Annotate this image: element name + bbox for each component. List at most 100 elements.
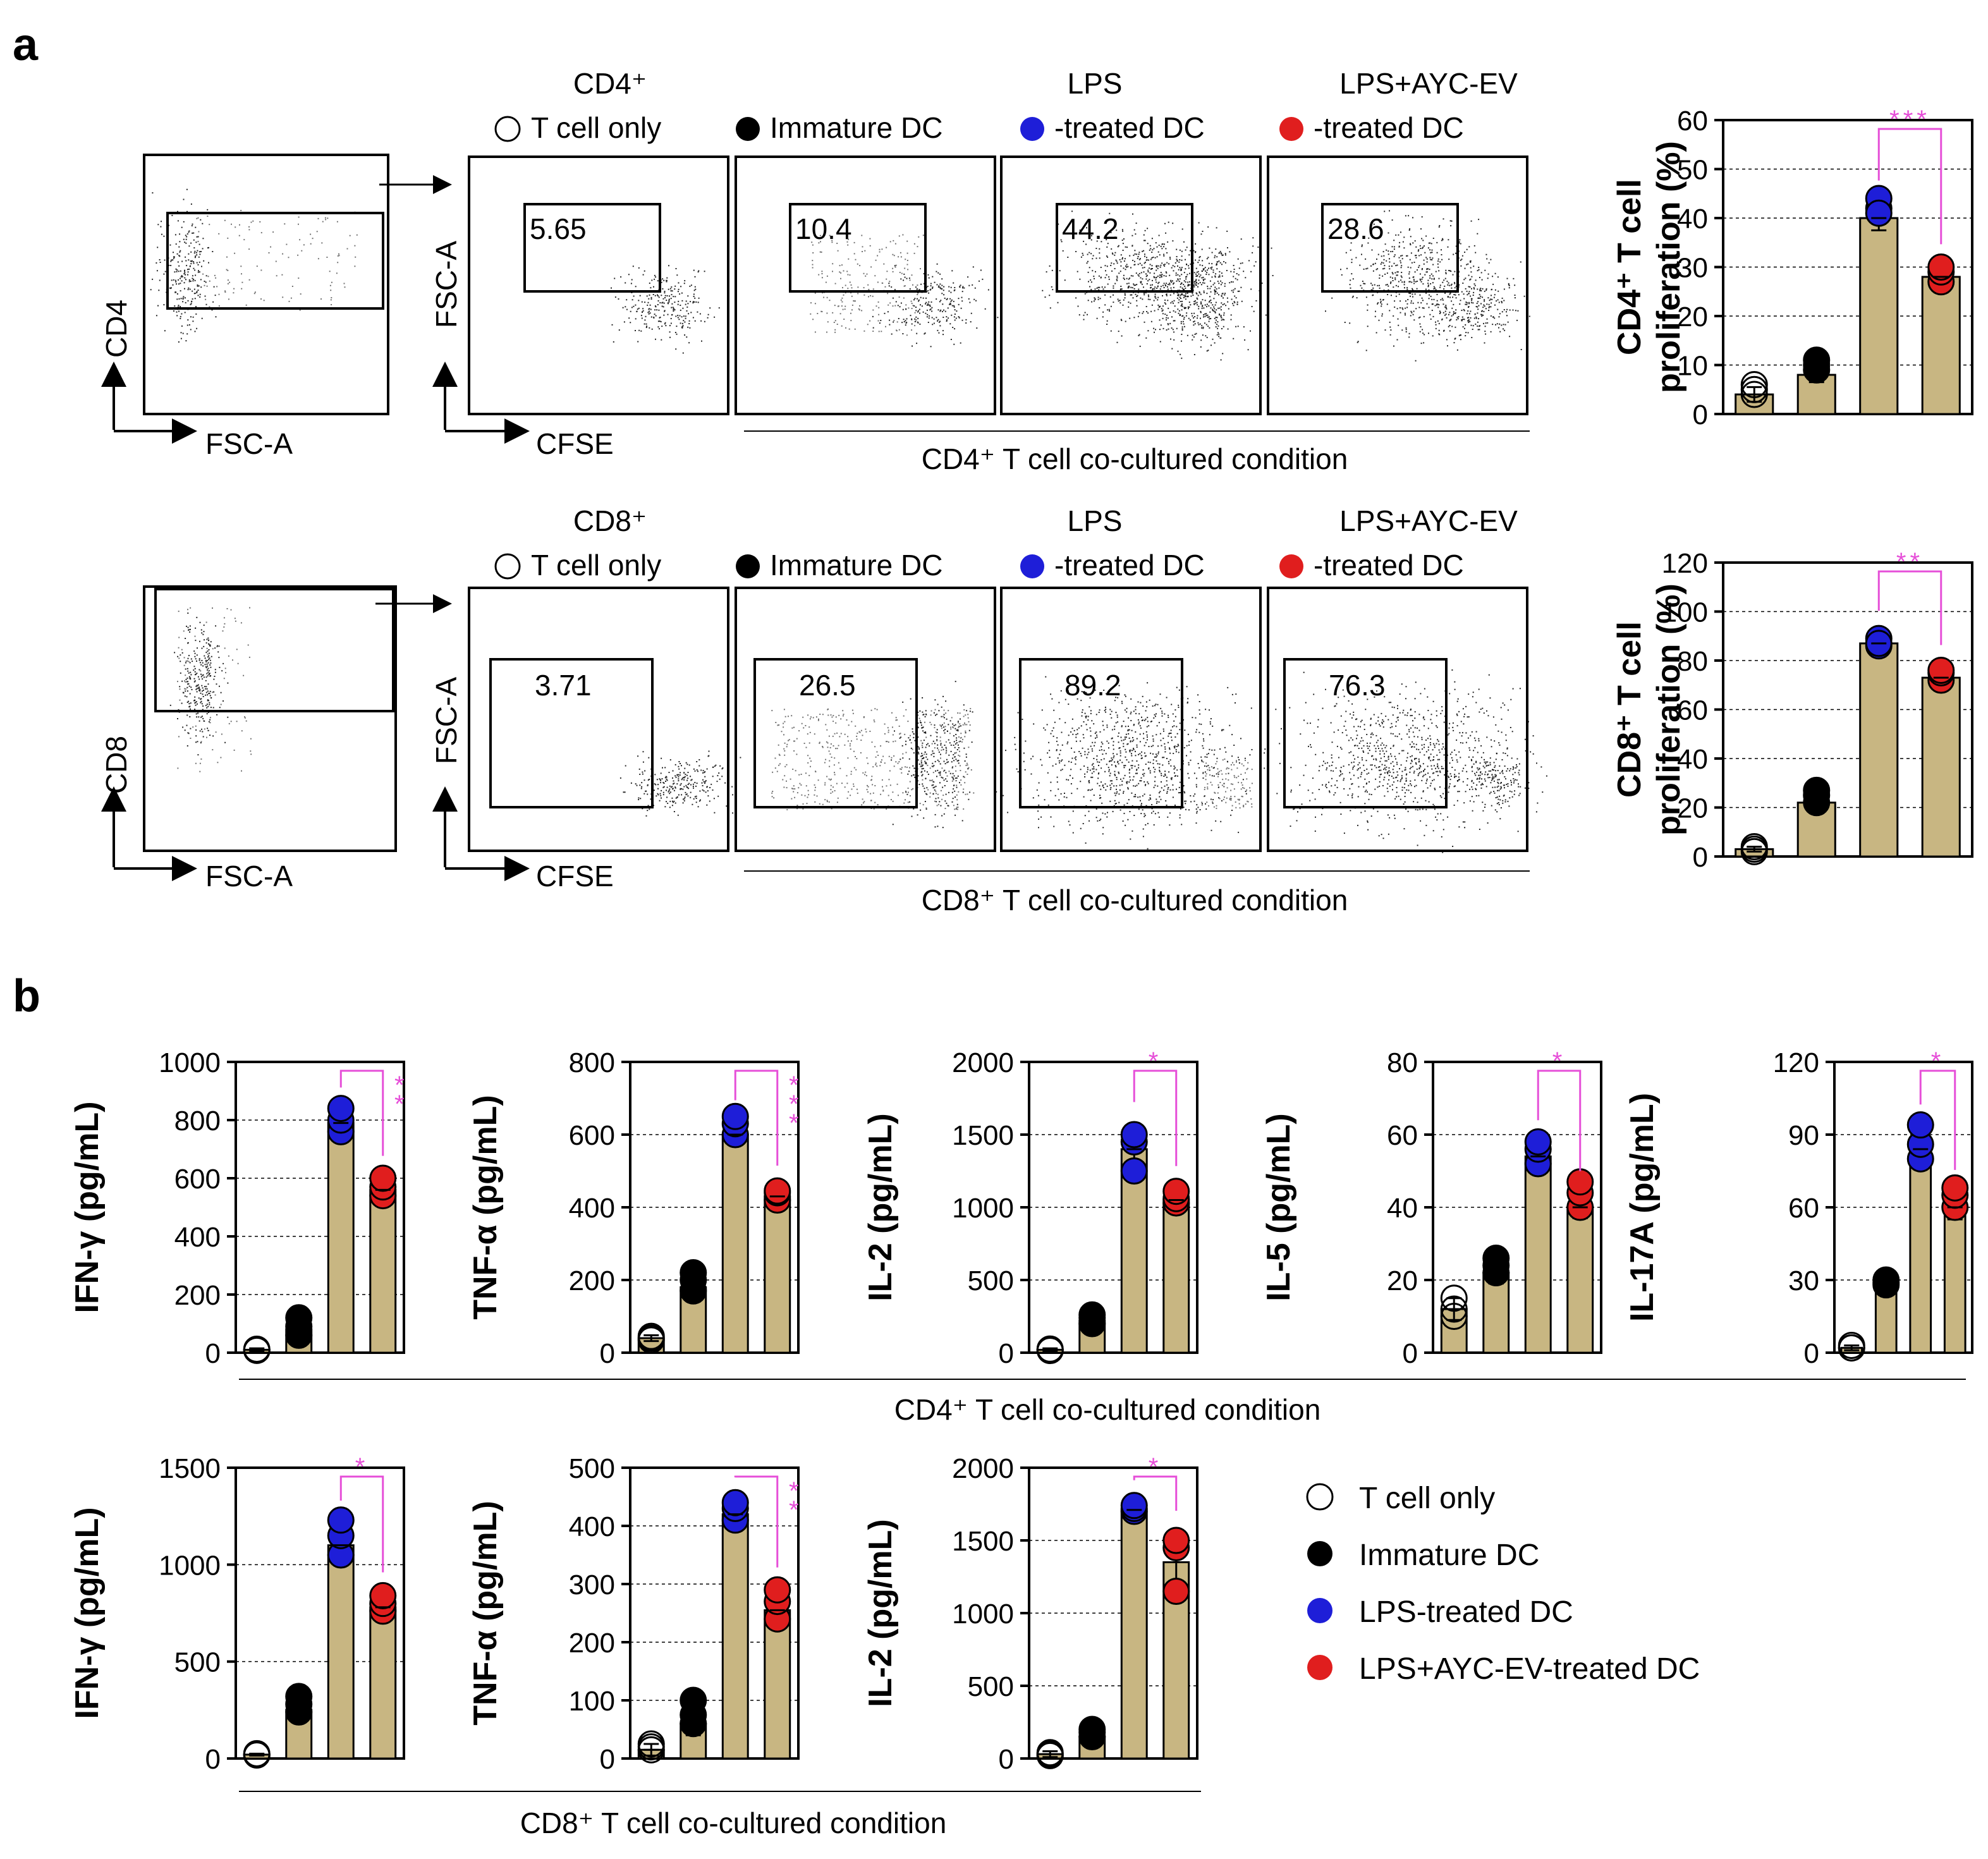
significance-bracket <box>734 1070 779 1166</box>
cd4-gate-lps <box>1056 203 1193 293</box>
cd4-gate-immature <box>789 203 927 293</box>
y-tick-label: 120 <box>1773 1047 1819 1078</box>
bar-lps-ayc-dc <box>764 1195 791 1354</box>
cd4-il2-chart: 0 500 1000 1500 2000 IL-2 (pg/mL) * <box>862 1047 1198 1369</box>
y-tick-label: 0 <box>999 1744 1014 1775</box>
y-tick-label: 400 <box>174 1222 221 1253</box>
cd8-proliferation-chart: 0 20 40 60 80 100 120 CD8⁺ T cell proliferation … <box>1611 548 1973 873</box>
y-tick-label: 30 <box>1788 1265 1819 1296</box>
cd8-col3-header-line2: -treated DC <box>1054 549 1205 582</box>
plot-frame <box>235 1061 405 1354</box>
flow-event-dots <box>1201 759 1253 809</box>
bar-lps-dc <box>327 1122 355 1354</box>
y-axis-label-line2: proliferation (%) <box>1650 583 1687 836</box>
data-point-immature-dc <box>285 1683 313 1710</box>
cd4-gate-t-only <box>523 203 661 293</box>
significance-mark: * <box>1149 1453 1162 1481</box>
cd8-lpsayc-scatter <box>1264 669 1547 853</box>
flow-event-dots <box>611 265 720 354</box>
significance-mark: * <box>789 1090 799 1118</box>
data-point-immature-dc <box>1803 346 1831 374</box>
bar-lps-dc <box>1909 1148 1932 1354</box>
data-point-t-only <box>1740 838 1768 865</box>
y-tick-label: 0 <box>999 1338 1014 1369</box>
cd8-condition-label: CD8⁺ T cell co-cultured condition <box>922 884 1348 917</box>
cd8-gating-scatter-sparse <box>177 607 252 772</box>
data-point-immature-dc <box>1803 776 1831 804</box>
y-tick-label: 50 <box>1677 155 1708 186</box>
data-point-lps-ayc-dc <box>1162 1527 1190 1554</box>
t-only-dot-icon <box>494 116 521 142</box>
cd8-gating-plot <box>143 585 397 852</box>
data-point-immature-dc <box>285 1304 313 1332</box>
cd8-gate-box <box>154 588 394 712</box>
data-point-lps-ayc-dc <box>1162 1578 1190 1605</box>
data-point-immature-dc <box>680 1686 707 1714</box>
t-only-dot-icon <box>494 553 521 580</box>
cd8-gate-value-3: 89.2 <box>1064 669 1121 702</box>
flow-event-dots <box>177 607 252 772</box>
immature-dc-dot-icon <box>736 554 760 578</box>
cd8-col2-header-line2: Immature DC <box>770 549 942 582</box>
legend-label-immature: Immature DC <box>1359 1539 1539 1572</box>
b-cd8-condition-label: CD8⁺ T cell co-cultured condition <box>520 1807 947 1839</box>
y-tick-label: 400 <box>569 1511 615 1542</box>
cd8-col4-header-line1: LPS+AYC-EV <box>1339 504 1518 537</box>
cd4-gate-lps-ayc <box>1321 203 1459 293</box>
data-point-immature-dc <box>1872 1269 1900 1296</box>
significance-mark: * <box>1931 1047 1945 1075</box>
flow-event-dots <box>1264 669 1547 853</box>
data-point-t-only <box>637 1730 665 1758</box>
y-tick-label: 10 <box>1677 351 1708 382</box>
significance-bracket <box>734 1475 779 1568</box>
cd8-plot-y-label: FSC-A <box>430 677 463 764</box>
cd8-gate-lps <box>1019 658 1183 808</box>
flow-event-dots <box>169 613 229 756</box>
legend: T cell only Immature DC LPS-treated DC L… <box>1306 1482 1700 1686</box>
data-point-t-only <box>243 1741 271 1769</box>
significance-bracket <box>1133 1475 1178 1511</box>
cd4-gate-value-2: 10.4 <box>795 212 852 245</box>
cd8-tnfa-chart: 0 100 200 300 400 500 TNF-α (pg/mL) ** <box>467 1453 800 1775</box>
y-tick-label: 60 <box>1788 1193 1819 1224</box>
cd4-col1-header-line1: CD4⁺ <box>573 67 647 100</box>
y-tick-label: 0 <box>205 1338 221 1369</box>
bar-lps-ayc-dc <box>1943 1206 1967 1354</box>
y-axis-label: IFN-γ (pg/mL) <box>69 1507 106 1719</box>
data-point-lps-dc <box>1120 1121 1148 1149</box>
y-tick-label: 1500 <box>159 1453 221 1484</box>
panel-label-a: a <box>13 20 39 70</box>
data-point-t-only <box>1740 371 1768 398</box>
y-tick-label: 0 <box>1693 399 1708 430</box>
bar-lps-dc <box>721 1133 749 1354</box>
data-point-lps-ayc-dc <box>1927 657 1955 684</box>
cd8-plot-immature <box>735 587 996 852</box>
cd8-gate-value-4: 76.3 <box>1329 669 1386 702</box>
cd4-lpsayc-scatter2 <box>1424 259 1530 351</box>
bar-lps-ayc-dc <box>1566 1206 1594 1354</box>
y-tick-label: 0 <box>1804 1338 1819 1369</box>
y-tick-label: 1000 <box>159 1550 221 1581</box>
significance-mark: *** <box>1889 106 1930 133</box>
cd4-col4-header-line2: -treated DC <box>1314 111 1464 144</box>
y-tick-label: 1000 <box>952 1599 1014 1630</box>
y-tick-label: 1500 <box>952 1526 1014 1557</box>
flow-event-dots <box>1158 250 1253 361</box>
significance-mark: * <box>1149 1047 1162 1075</box>
y-tick-label: 100 <box>1662 597 1708 628</box>
bar-lps-dc <box>327 1544 355 1760</box>
y-tick-label: 0 <box>205 1744 221 1775</box>
data-point-immature-dc <box>1078 1716 1106 1743</box>
cd4-ifng-chart: 0 200 400 600 800 1000 IFN-γ (pg/mL) ** <box>69 1047 405 1369</box>
cd8-t-only-scatter <box>619 750 741 817</box>
data-point-lps-dc <box>1120 1492 1148 1520</box>
flow-event-dots <box>196 210 359 311</box>
cd4-il17a-chart: 0 30 60 90 120 IL-17A (pg/mL) * <box>1624 1047 1973 1369</box>
y-axis-label: IL-17A (pg/mL) <box>1624 1093 1661 1322</box>
significance-bracket <box>339 1070 384 1156</box>
data-point-t-only <box>1740 381 1768 408</box>
flow-event-dots <box>810 234 924 336</box>
lps-ayc-dot-icon <box>1279 554 1303 578</box>
y-tick-label: 0 <box>600 1338 615 1369</box>
bar-lps-dc <box>1120 1509 1148 1760</box>
